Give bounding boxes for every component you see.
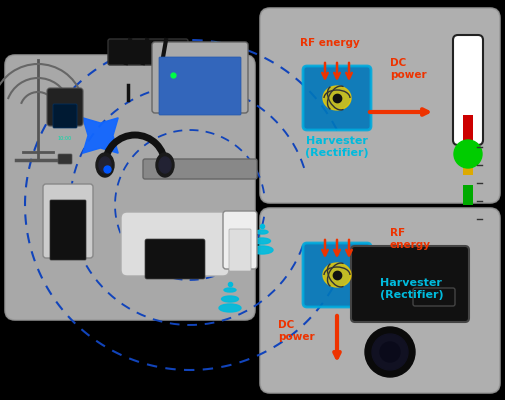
FancyBboxPatch shape — [53, 104, 77, 128]
FancyBboxPatch shape — [453, 35, 483, 145]
Ellipse shape — [254, 238, 271, 244]
Ellipse shape — [323, 86, 351, 110]
FancyBboxPatch shape — [260, 8, 500, 203]
Text: RF
energy: RF energy — [390, 228, 431, 250]
FancyBboxPatch shape — [108, 39, 188, 65]
Ellipse shape — [251, 246, 273, 254]
FancyBboxPatch shape — [50, 200, 86, 260]
Circle shape — [380, 342, 400, 362]
FancyBboxPatch shape — [48, 106, 62, 114]
Text: DC
power: DC power — [278, 320, 315, 342]
FancyBboxPatch shape — [58, 154, 72, 164]
FancyBboxPatch shape — [5, 55, 255, 320]
FancyBboxPatch shape — [47, 88, 83, 126]
FancyBboxPatch shape — [463, 115, 473, 145]
FancyBboxPatch shape — [121, 212, 229, 276]
FancyBboxPatch shape — [303, 243, 371, 307]
FancyBboxPatch shape — [223, 211, 257, 269]
FancyBboxPatch shape — [463, 185, 473, 205]
Text: RF energy: RF energy — [300, 38, 360, 48]
Ellipse shape — [222, 296, 238, 302]
Ellipse shape — [206, 57, 224, 64]
Ellipse shape — [159, 157, 171, 173]
Ellipse shape — [209, 48, 222, 52]
Circle shape — [372, 334, 408, 370]
Ellipse shape — [219, 304, 241, 312]
FancyBboxPatch shape — [413, 288, 455, 306]
Ellipse shape — [203, 66, 227, 74]
Circle shape — [365, 327, 415, 377]
Ellipse shape — [96, 153, 114, 177]
FancyBboxPatch shape — [260, 208, 500, 393]
FancyBboxPatch shape — [159, 57, 241, 115]
Circle shape — [454, 140, 482, 168]
Text: DC
power: DC power — [390, 58, 427, 80]
Text: Harvester
(Rectifier): Harvester (Rectifier) — [380, 278, 443, 300]
Text: Harvester
(Rectifier): Harvester (Rectifier) — [305, 136, 369, 158]
Ellipse shape — [323, 263, 351, 287]
FancyBboxPatch shape — [143, 159, 257, 179]
FancyBboxPatch shape — [152, 42, 248, 113]
FancyBboxPatch shape — [463, 145, 473, 175]
FancyBboxPatch shape — [303, 66, 371, 130]
FancyBboxPatch shape — [351, 246, 469, 322]
Ellipse shape — [256, 230, 268, 234]
Ellipse shape — [99, 157, 111, 173]
Ellipse shape — [224, 288, 236, 292]
FancyBboxPatch shape — [145, 239, 205, 279]
FancyBboxPatch shape — [229, 229, 251, 271]
Ellipse shape — [156, 153, 174, 177]
Text: 10:00: 10:00 — [58, 136, 72, 140]
FancyBboxPatch shape — [43, 184, 93, 258]
